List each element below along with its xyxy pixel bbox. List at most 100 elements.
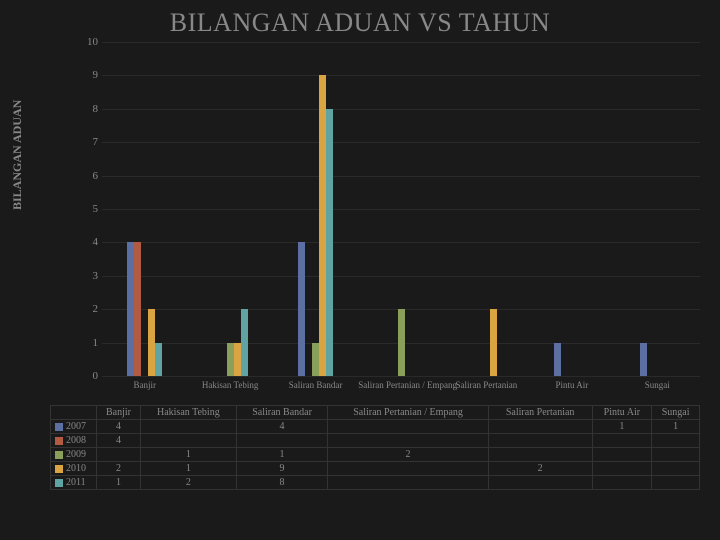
legend-cell: 2011 [51, 476, 97, 490]
legend-swatch [55, 465, 63, 473]
table-row: 20084 [51, 434, 700, 448]
table-cell [328, 476, 488, 490]
table-cell [488, 434, 592, 448]
y-tick-label: 1 [82, 337, 98, 349]
table-cell: 8 [236, 476, 328, 490]
table-cell [592, 462, 652, 476]
bar [298, 242, 305, 376]
y-tick-label: 3 [82, 270, 98, 282]
table-cell: 4 [97, 420, 141, 434]
table-cell: 1 [97, 476, 141, 490]
gridline [102, 176, 700, 177]
bar [312, 343, 319, 376]
y-tick-label: 8 [82, 103, 98, 115]
bar [319, 75, 326, 376]
plot-region [102, 42, 700, 376]
bar [554, 343, 561, 376]
table-cell [652, 434, 700, 448]
chart-title: BILANGAN ADUAN VS TAHUN [0, 0, 720, 38]
bar [155, 343, 162, 376]
table-row: 20102192 [51, 462, 700, 476]
table-cell: 9 [236, 462, 328, 476]
x-category-label: Sungai [615, 380, 700, 390]
table-cell: 1 [140, 462, 236, 476]
table-row: 20074411 [51, 420, 700, 434]
gridline [102, 42, 700, 43]
y-tick-label: 0 [82, 370, 98, 382]
table-cell: 2 [97, 462, 141, 476]
table-cell: 2 [140, 476, 236, 490]
table-cell [592, 476, 652, 490]
table-row: 2011 128 [51, 476, 700, 490]
bar [490, 309, 497, 376]
table-cell: 1 [652, 420, 700, 434]
y-tick-label: 2 [82, 303, 98, 315]
y-tick-label: 9 [82, 69, 98, 81]
data-table: BanjirHakisan TebingSaliran BandarSalira… [50, 405, 700, 490]
legend-label: 2011 [66, 477, 86, 488]
bar [640, 343, 647, 376]
bar [127, 242, 134, 376]
legend-cell: 2007 [51, 420, 97, 434]
x-category-label: Hakisan Tebing [187, 380, 272, 390]
table-header-cell: Saliran Pertanian [488, 406, 592, 420]
table-header-cell: Banjir [97, 406, 141, 420]
table-cell [488, 448, 592, 462]
table-cell [328, 420, 488, 434]
y-tick-label: 5 [82, 203, 98, 215]
y-tick-label: 6 [82, 170, 98, 182]
bar [234, 343, 241, 376]
table-header-cell: Pintu Air [592, 406, 652, 420]
bar [398, 309, 405, 376]
x-category-label: Pintu Air [529, 380, 614, 390]
gridline [102, 109, 700, 110]
table-cell: 1 [236, 448, 328, 462]
legend-swatch [55, 451, 63, 459]
table-header-cell: Hakisan Tebing [140, 406, 236, 420]
legend-swatch [55, 479, 63, 487]
table-cell [592, 434, 652, 448]
table-cell [488, 420, 592, 434]
table-row: 2009112 [51, 448, 700, 462]
legend-swatch [55, 423, 63, 431]
legend-label: 2009 [66, 449, 86, 460]
table-cell: 4 [97, 434, 141, 448]
y-tick-label: 7 [82, 136, 98, 148]
table-cell [328, 462, 488, 476]
x-category-label: Saliran Bandar [273, 380, 358, 390]
gridline [102, 276, 700, 277]
table-cell [140, 434, 236, 448]
gridline [102, 242, 700, 243]
table-cell: 1 [140, 448, 236, 462]
y-tick-label: 4 [82, 236, 98, 248]
gridline [102, 75, 700, 76]
x-category-label: Banjir [102, 380, 187, 390]
bar [326, 109, 333, 376]
table-cell [592, 448, 652, 462]
gridline [102, 209, 700, 210]
table-header-cell: Saliran Pertanian / Empang [328, 406, 488, 420]
table-cell [652, 476, 700, 490]
x-category-label: Saliran Pertanian / Empang [358, 380, 443, 390]
bar [134, 242, 141, 376]
table-corner [51, 406, 97, 420]
table-cell [236, 434, 328, 448]
legend-label: 2010 [66, 463, 86, 474]
table-cell [488, 476, 592, 490]
legend-swatch [55, 437, 63, 445]
table-cell: 2 [488, 462, 592, 476]
legend-cell: 2010 [51, 462, 97, 476]
bar [241, 309, 248, 376]
table-header-cell: Saliran Bandar [236, 406, 328, 420]
chart-area: 012345678910 BanjirHakisan TebingSaliran… [50, 42, 700, 402]
table-cell [328, 434, 488, 448]
y-axis-label: BILANGAN ADUAN [10, 100, 25, 210]
table-cell [652, 448, 700, 462]
gridline [102, 376, 700, 377]
bar [148, 309, 155, 376]
x-category-label: Saliran Pertanian [444, 380, 529, 390]
table-cell: 4 [236, 420, 328, 434]
table-cell [97, 448, 141, 462]
table-cell [652, 462, 700, 476]
legend-cell: 2009 [51, 448, 97, 462]
